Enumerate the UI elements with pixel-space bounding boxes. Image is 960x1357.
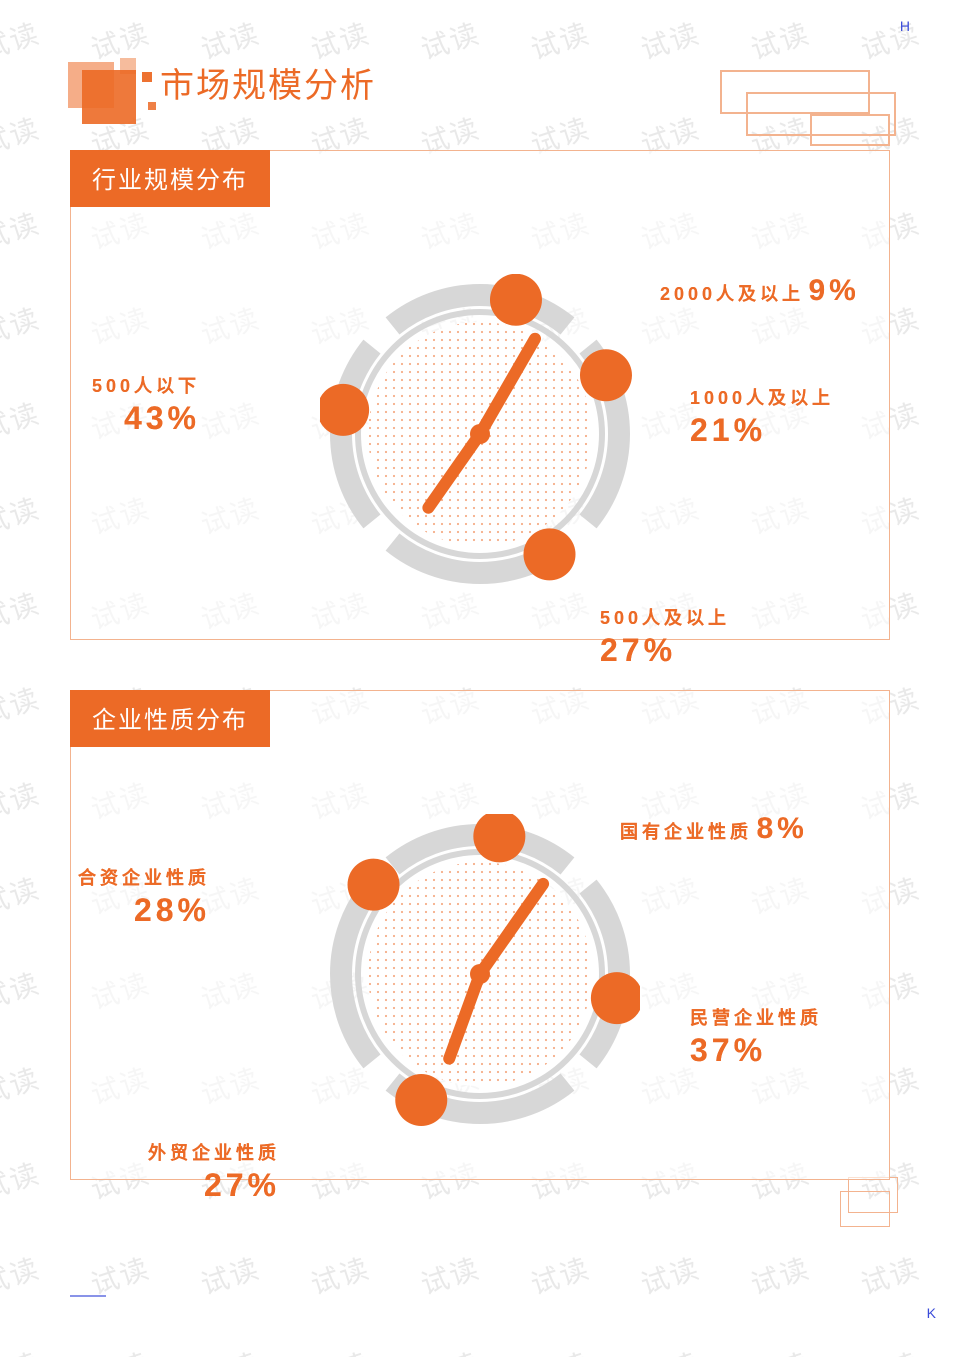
clock-chart-1: [320, 274, 640, 594]
panel-industry-scale: 行业规模分布 2000人及以上 9%1000人及以上21%500人及以上27%5…: [70, 150, 890, 640]
chart-label: 500人及以上27%: [600, 604, 730, 669]
bottom-right-rect-decor: [840, 1177, 910, 1237]
chart-label-text: 外贸企业性质: [148, 1139, 280, 1165]
chart-label-text: 500人及以上: [600, 604, 730, 630]
chart-label: 500人以下43%: [92, 372, 200, 437]
chart-label-value: 37%: [690, 1032, 822, 1069]
chart-label-text: 民营企业性质: [690, 1004, 822, 1030]
corner-letter-bottom: K: [927, 1305, 936, 1321]
chart-label-text: 国有企业性质: [620, 822, 752, 842]
chart-label-text: 1000人及以上: [690, 384, 834, 410]
chart-label: 1000人及以上21%: [690, 384, 834, 449]
chart-label-text: 2000人及以上: [660, 284, 804, 304]
chart-label: 2000人及以上 9%: [660, 274, 860, 308]
chart-label-text: 500人以下: [92, 372, 200, 398]
clock-chart-2: [320, 814, 640, 1134]
chart-label-value: 9%: [809, 274, 860, 307]
chart-label-value: 8%: [756, 812, 807, 845]
chart-label-value: 27%: [600, 632, 730, 669]
header-squares-decor: [50, 40, 170, 130]
top-right-rect-decor: [700, 70, 900, 160]
chart-label-value: 43%: [92, 400, 200, 437]
chart-label: 民营企业性质37%: [690, 1004, 822, 1069]
corner-letter-top: H: [900, 18, 910, 34]
panel-company-type: 企业性质分布 国有企业性质 8% 合资企业性质28% 民营企业性质37% 外贸企业性质…: [70, 690, 890, 1180]
chart-label-value: 27%: [148, 1167, 280, 1204]
chart-label: 外贸企业性质27%: [148, 1139, 280, 1204]
panel-tab-company: 企业性质分布: [70, 690, 270, 747]
page-title: 市场规模分析: [160, 58, 376, 107]
chart-label: 合资企业性质28%: [78, 864, 210, 929]
chart-label: 国有企业性质 8%: [620, 812, 808, 846]
chart-label-text: 合资企业性质: [78, 864, 210, 890]
chart-label-value: 28%: [78, 892, 210, 929]
panel-tab-industry: 行业规模分布: [70, 150, 270, 207]
footer-accent-line: [70, 1295, 106, 1297]
chart-label-value: 21%: [690, 412, 834, 449]
